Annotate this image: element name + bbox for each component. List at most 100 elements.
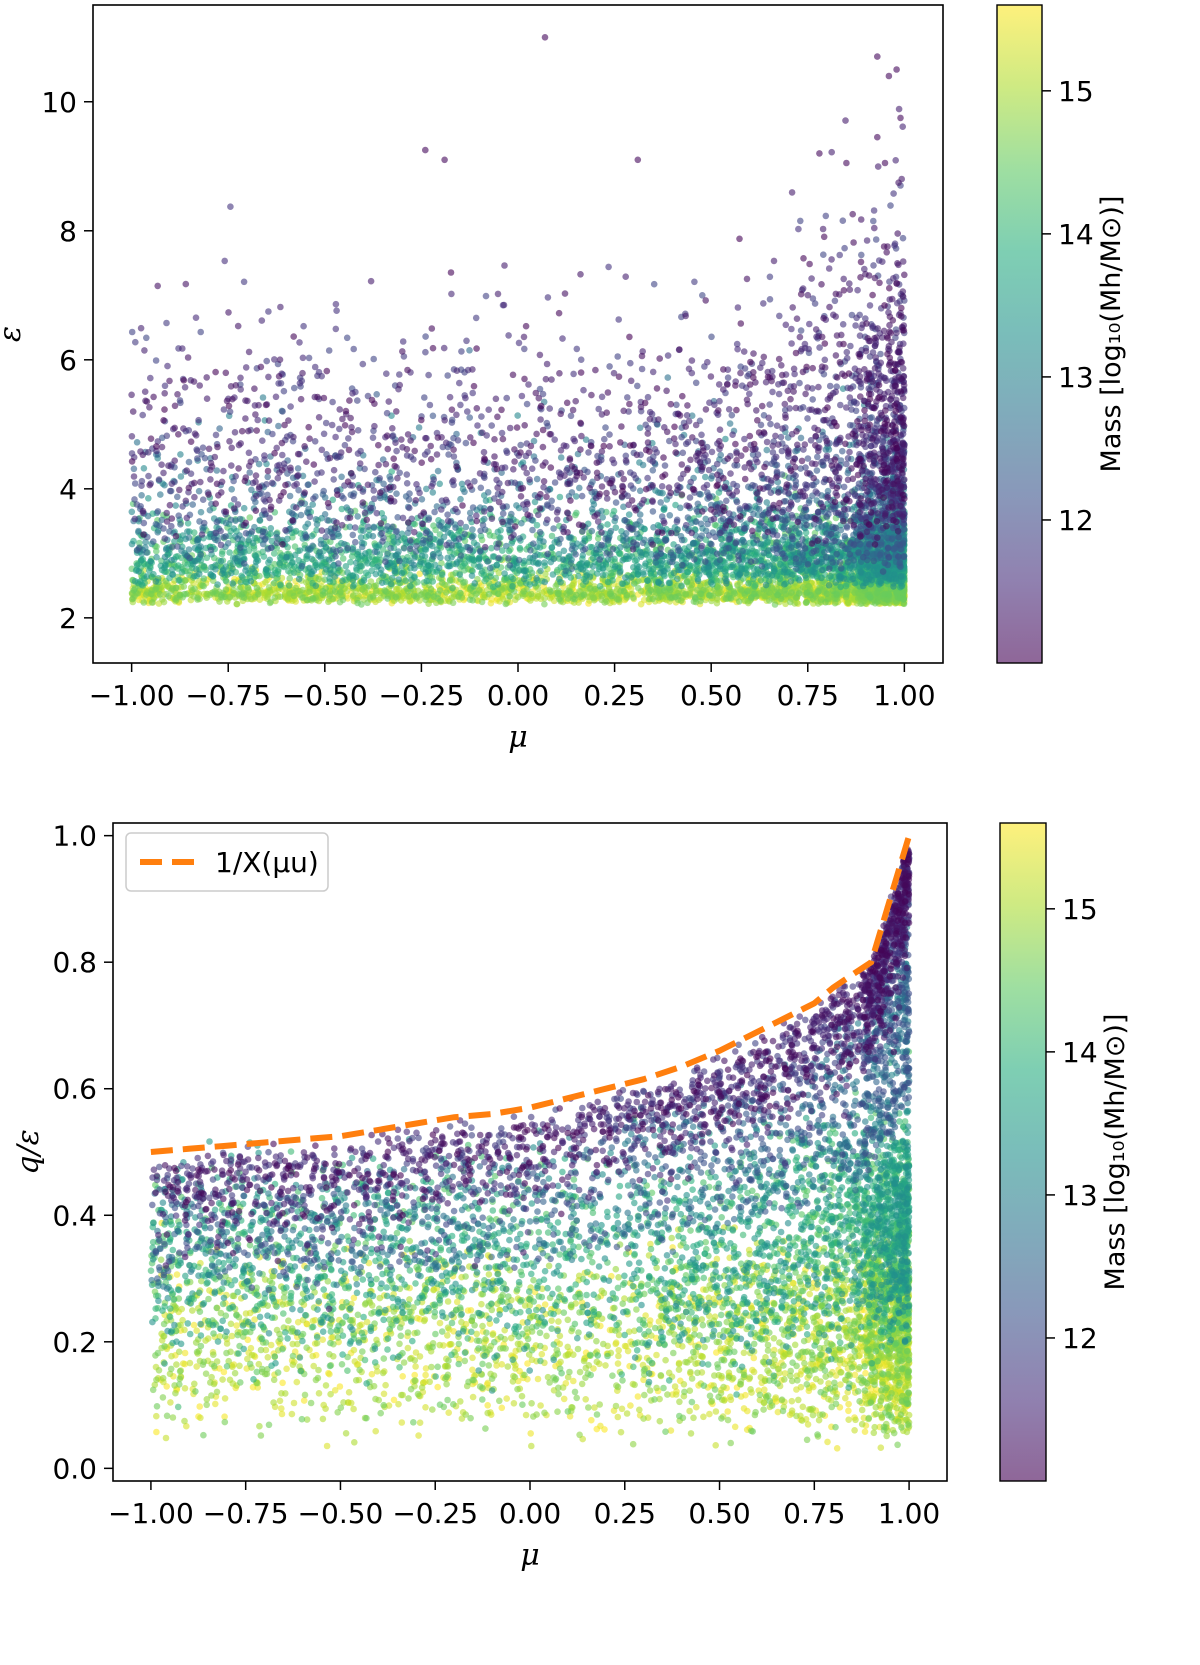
top-scatter-panel: −1.00 −0.75 −0.50 −0.25 0.00 0.25 0.50 0.75 1.00…	[0, 4, 944, 755]
scatter-point	[264, 593, 271, 600]
scatter-point	[528, 569, 536, 577]
scatter-point	[262, 578, 269, 586]
scatter-point	[384, 595, 391, 602]
scatter-point	[506, 593, 513, 600]
scatter-point	[131, 578, 139, 585]
scatter-point	[312, 561, 320, 569]
scatter-point	[900, 590, 907, 598]
scatter-point	[697, 597, 704, 605]
scatter-point	[240, 594, 248, 601]
scatter-point	[682, 590, 690, 598]
scatter-point	[410, 592, 418, 599]
scatter-point	[266, 599, 274, 607]
scatter-point	[379, 572, 387, 579]
scatter-point	[713, 599, 721, 607]
scatter-point	[306, 588, 313, 596]
scatter-point	[727, 595, 735, 602]
scatter-point	[748, 594, 755, 601]
scatter-point	[509, 575, 517, 583]
scatter-point	[520, 588, 527, 595]
scatter-point	[429, 578, 437, 585]
scatter-point	[708, 597, 715, 605]
scatter-point	[252, 552, 259, 559]
scatter-point	[613, 596, 621, 603]
scatter-point	[191, 585, 198, 593]
scatter-point	[222, 577, 230, 584]
scatter-point	[604, 521, 611, 528]
scatter-point	[818, 574, 825, 582]
scatter-point	[655, 594, 662, 601]
scatter-point	[823, 590, 831, 597]
scatter-point	[159, 596, 166, 603]
scatter-point	[358, 601, 365, 608]
scatter-point	[339, 577, 346, 585]
scatter-point	[147, 590, 155, 598]
scatter-point	[487, 599, 495, 607]
scatter-point	[857, 600, 864, 607]
scatter-point	[620, 587, 628, 595]
scatter-point	[497, 534, 504, 541]
scatter-point	[514, 593, 522, 601]
scatter-point	[430, 522, 437, 529]
scatter-point	[556, 493, 564, 501]
scatter-point	[424, 592, 432, 599]
scatter-point	[199, 582, 206, 589]
scatter-point	[218, 550, 226, 558]
scatter-point	[178, 569, 186, 576]
scatter-point	[138, 556, 145, 564]
top-scatter-points	[128, 34, 908, 608]
scatter-point	[457, 589, 464, 597]
scatter-point	[233, 600, 240, 608]
scatter-point	[721, 568, 729, 575]
scatter-point	[541, 594, 548, 602]
scatter-point	[494, 528, 502, 536]
scatter-point	[407, 582, 414, 590]
scatter-point	[239, 574, 246, 581]
scatter-point	[254, 590, 262, 598]
scatter-point	[152, 585, 160, 592]
scatter-point	[165, 593, 172, 600]
scatter-point	[372, 582, 380, 589]
scatter-point	[608, 592, 615, 600]
scatter-point	[542, 570, 549, 578]
scatter-point	[706, 592, 713, 599]
scatter-point	[339, 596, 347, 604]
scatter-point	[547, 588, 554, 595]
scatter-point	[260, 553, 268, 560]
scatter-point	[310, 595, 317, 602]
scatter-point	[535, 593, 542, 600]
scatter-point	[405, 593, 413, 600]
scatter-point	[395, 585, 403, 593]
scatter-point	[153, 547, 160, 555]
scatter-point	[143, 573, 151, 580]
scatter-point	[286, 575, 294, 582]
scatter-point	[402, 577, 409, 584]
scatter-point	[766, 597, 773, 604]
scatter-point	[388, 574, 396, 582]
scatter-point	[173, 584, 180, 592]
scatter-point	[691, 593, 699, 601]
scatter-point	[494, 581, 502, 588]
scatter-point	[364, 599, 371, 607]
scatter-point	[494, 590, 502, 598]
scatter-point	[697, 590, 705, 598]
scatter-point	[539, 589, 546, 596]
scatter-point	[822, 599, 829, 606]
scatter-point	[696, 571, 703, 579]
scatter-point	[438, 579, 446, 586]
scatter-point	[881, 590, 888, 598]
scatter-point	[842, 593, 850, 601]
scatter-point	[416, 570, 424, 578]
scatter-point	[150, 570, 157, 578]
scatter-point	[364, 560, 371, 567]
scatter-point	[129, 595, 136, 603]
scatter-point	[630, 580, 638, 587]
scatter-point	[218, 591, 225, 599]
scatter-point	[575, 572, 582, 580]
scatter-point	[787, 598, 794, 606]
scatter-point	[744, 588, 751, 595]
scatter-point	[556, 595, 563, 603]
scatter-point	[795, 590, 803, 597]
scatter-point	[667, 586, 674, 594]
scatter-point	[209, 589, 217, 596]
